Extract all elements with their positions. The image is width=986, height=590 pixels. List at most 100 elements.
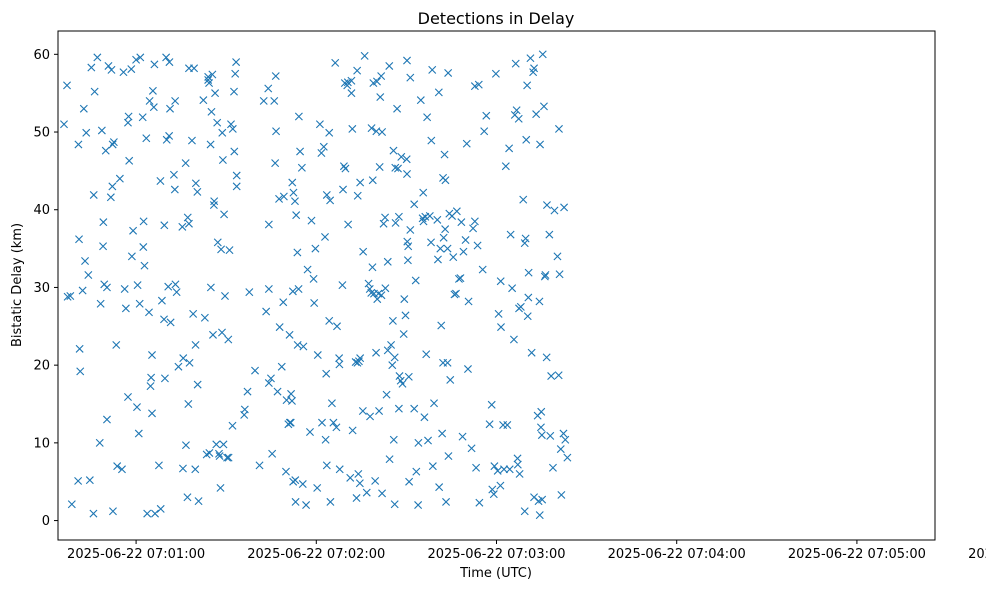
data-point [560,203,569,212]
data-point [143,509,152,518]
y-tick-label: 40 [33,203,50,218]
data-point [251,366,260,375]
data-point [119,68,128,77]
data-point [296,147,305,156]
data-point [441,176,450,185]
data-point [326,196,335,205]
data-point [387,340,396,349]
data-point [463,365,472,374]
data-point [406,225,415,234]
data-point [436,244,445,253]
data-point [512,106,521,115]
data-point [536,423,545,432]
data-point [135,299,144,308]
data-point [406,73,415,82]
data-point [376,93,385,102]
data-point [148,409,156,418]
data-point [102,283,111,292]
data-point [368,263,377,272]
data-point [497,323,505,332]
data-point [438,429,447,438]
data-point [356,178,365,187]
data-point [490,462,499,471]
data-point [382,390,391,399]
data-point [335,465,344,474]
data-point [277,362,286,371]
data-point [542,353,551,362]
data-point [293,340,302,349]
data-point [473,241,482,250]
data-point [109,138,118,147]
data-point [554,371,563,380]
data-point [433,255,442,264]
data-point [133,281,142,290]
data-point [391,163,400,172]
data-point [154,461,163,470]
data-point [133,403,141,412]
data-point [208,330,217,339]
data-point [183,493,192,502]
data-point [171,280,180,289]
data-point [156,504,165,513]
data-point [437,321,446,330]
data-point [457,218,466,227]
y-tick-label: 20 [33,359,50,374]
data-point [547,372,556,381]
data-point [377,291,386,300]
data-point [404,372,413,381]
data-point [354,469,363,478]
data-point [183,213,192,222]
data-point [419,188,428,197]
data-point [428,65,437,74]
data-point [228,421,237,430]
data-point [200,313,209,322]
data-point [509,335,518,344]
data-point [393,164,402,173]
data-point [362,488,371,497]
data-point [140,261,149,270]
x-tick-label: 2025-06-22 07:06:00 [968,547,986,562]
data-point [89,509,98,518]
y-tick-label: 10 [33,436,50,451]
data-point [322,190,331,199]
data-point [516,302,525,311]
data-point [85,476,94,485]
data-point [403,56,411,65]
data-point [358,407,367,415]
data-point [219,440,228,449]
data-point [281,467,290,476]
data-point [394,404,403,413]
data-point [388,361,397,370]
data-point [344,220,353,229]
data-point [184,219,193,228]
data-point [467,444,476,453]
data-point [524,268,533,277]
data-point [444,452,453,461]
data-point [215,452,224,461]
data-point [321,232,329,241]
data-point [410,404,419,413]
data-point [271,159,280,168]
data-point [458,432,467,441]
data-point [526,54,535,63]
data-point [166,318,175,327]
data-point [268,449,277,458]
data-point [204,75,213,84]
data-point [494,309,503,318]
data-point [132,55,141,64]
data-point [451,289,460,298]
data-point [245,288,254,297]
data-point [561,435,570,444]
data-point [166,104,175,113]
data-point [442,497,451,506]
data-point [546,431,555,440]
data-point [309,274,318,283]
y-tick-label: 50 [33,126,50,141]
data-point [491,69,500,78]
data-point [485,420,494,429]
y-tick-label: 30 [33,281,50,296]
data-point [559,429,568,438]
data-point [539,102,548,111]
data-point [472,463,481,472]
data-point [120,285,129,293]
